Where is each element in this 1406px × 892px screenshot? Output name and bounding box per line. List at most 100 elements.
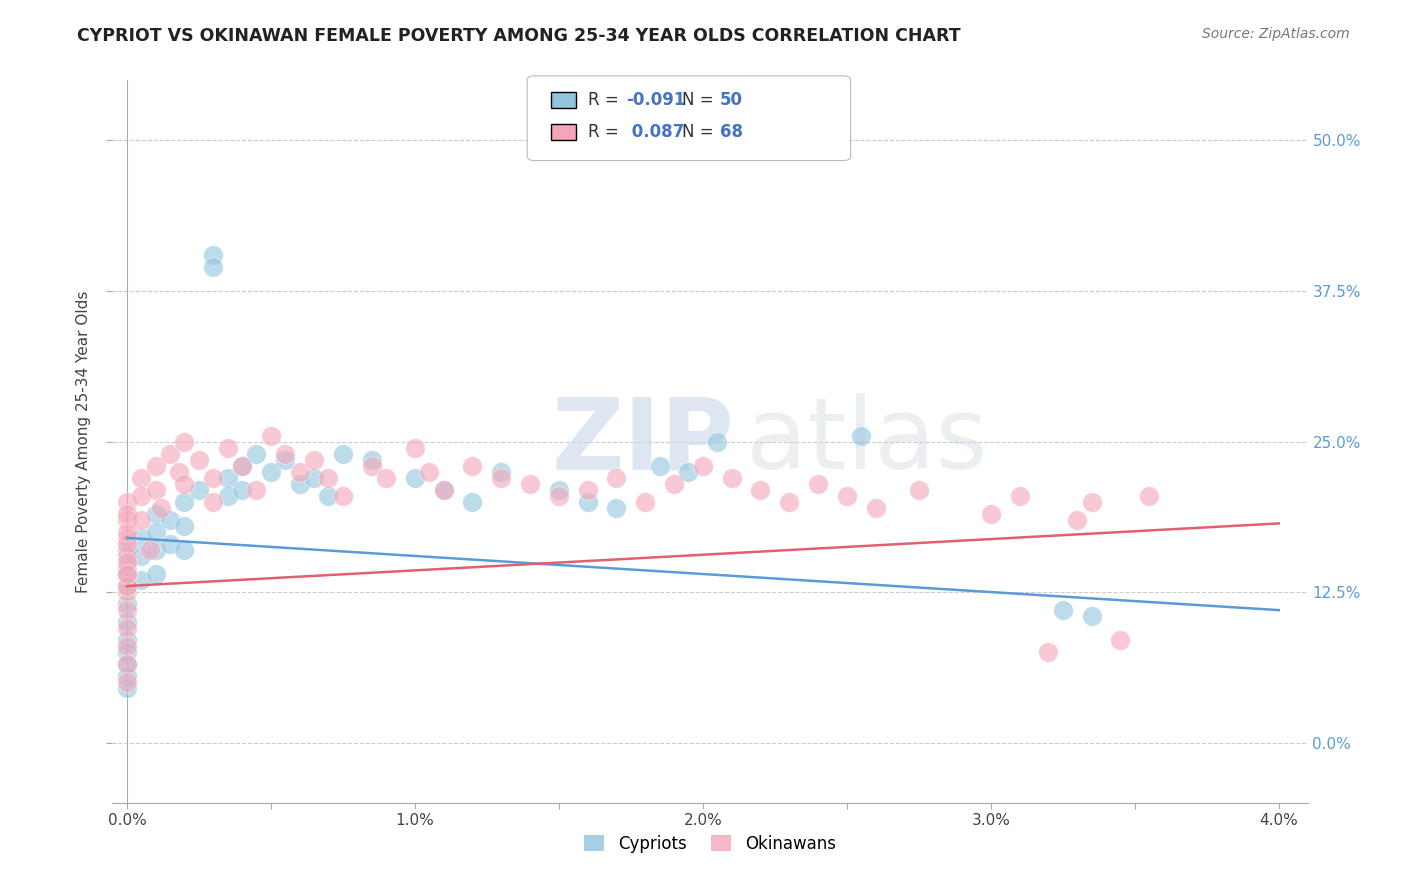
Point xyxy=(115,567,138,582)
Point xyxy=(115,579,138,593)
Point xyxy=(404,441,426,455)
Point xyxy=(115,597,138,611)
Text: R =: R = xyxy=(588,91,624,109)
Point xyxy=(115,633,138,648)
Point xyxy=(145,507,167,521)
Point xyxy=(217,441,239,455)
Point xyxy=(576,494,599,508)
Point xyxy=(115,507,138,521)
Point xyxy=(217,471,239,485)
Point xyxy=(115,531,138,545)
Text: -0.091: -0.091 xyxy=(626,91,685,109)
Text: ZIP: ZIP xyxy=(551,393,734,490)
Point xyxy=(461,494,484,508)
Point xyxy=(115,537,138,551)
Point xyxy=(231,458,253,473)
Point xyxy=(835,489,858,503)
Point xyxy=(706,434,728,449)
Text: CYPRIOT VS OKINAWAN FEMALE POVERTY AMONG 25-34 YEAR OLDS CORRELATION CHART: CYPRIOT VS OKINAWAN FEMALE POVERTY AMONG… xyxy=(77,27,960,45)
Point xyxy=(360,452,382,467)
Text: N =: N = xyxy=(682,123,718,141)
Point xyxy=(145,458,167,473)
Point xyxy=(115,585,138,599)
Y-axis label: Female Poverty Among 25-34 Year Olds: Female Poverty Among 25-34 Year Olds xyxy=(76,291,91,592)
Point xyxy=(519,476,541,491)
Point xyxy=(115,494,138,508)
Point xyxy=(129,573,152,587)
Point xyxy=(150,500,173,515)
Point xyxy=(851,428,873,442)
Point xyxy=(605,471,627,485)
Point xyxy=(202,471,225,485)
Point xyxy=(115,615,138,630)
Point xyxy=(202,494,225,508)
Text: R =: R = xyxy=(588,123,624,141)
Point xyxy=(1109,633,1132,648)
Point xyxy=(332,446,354,460)
Point xyxy=(807,476,830,491)
Point xyxy=(433,483,456,497)
Point xyxy=(1038,645,1060,659)
Point xyxy=(115,657,138,672)
Point xyxy=(173,519,195,533)
Point xyxy=(980,507,1002,521)
Point xyxy=(115,542,138,557)
Point xyxy=(678,465,700,479)
Point xyxy=(145,483,167,497)
Point xyxy=(145,524,167,539)
Text: 0.087: 0.087 xyxy=(626,123,683,141)
Point xyxy=(217,489,239,503)
Text: 50: 50 xyxy=(720,91,742,109)
Point xyxy=(231,458,253,473)
Point xyxy=(1080,494,1102,508)
Point xyxy=(129,471,152,485)
Point xyxy=(720,471,742,485)
Point xyxy=(778,494,800,508)
Point xyxy=(576,483,599,497)
Point xyxy=(115,669,138,683)
Text: N =: N = xyxy=(682,91,718,109)
Point xyxy=(115,524,138,539)
Point xyxy=(187,452,209,467)
Point xyxy=(274,446,297,460)
Point xyxy=(1052,603,1074,617)
Point xyxy=(115,675,138,690)
Point xyxy=(159,537,181,551)
Point xyxy=(1008,489,1031,503)
Point xyxy=(547,489,569,503)
Point xyxy=(245,483,267,497)
Point xyxy=(145,542,167,557)
Point xyxy=(115,657,138,672)
Point xyxy=(115,639,138,653)
Legend: Cypriots, Okinawans: Cypriots, Okinawans xyxy=(578,828,842,860)
Point xyxy=(115,681,138,696)
Point xyxy=(274,452,297,467)
Point xyxy=(692,458,714,473)
Point xyxy=(139,542,162,557)
Point xyxy=(115,561,138,575)
Point xyxy=(260,465,283,479)
Point xyxy=(115,513,138,527)
Point xyxy=(173,494,195,508)
Point xyxy=(173,434,195,449)
Point xyxy=(1137,489,1160,503)
Point xyxy=(115,567,138,582)
Point xyxy=(404,471,426,485)
Point xyxy=(1066,513,1088,527)
Point xyxy=(245,446,267,460)
Point xyxy=(115,645,138,659)
Point xyxy=(129,513,152,527)
Point xyxy=(173,476,195,491)
Point xyxy=(159,513,181,527)
Point xyxy=(648,458,671,473)
Point xyxy=(318,489,340,503)
Point xyxy=(288,465,311,479)
Text: atlas: atlas xyxy=(747,393,987,490)
Point xyxy=(318,471,340,485)
Point xyxy=(433,483,456,497)
Point xyxy=(231,483,253,497)
Point xyxy=(749,483,772,497)
Point xyxy=(865,500,887,515)
Point xyxy=(302,471,325,485)
Point xyxy=(115,549,138,563)
